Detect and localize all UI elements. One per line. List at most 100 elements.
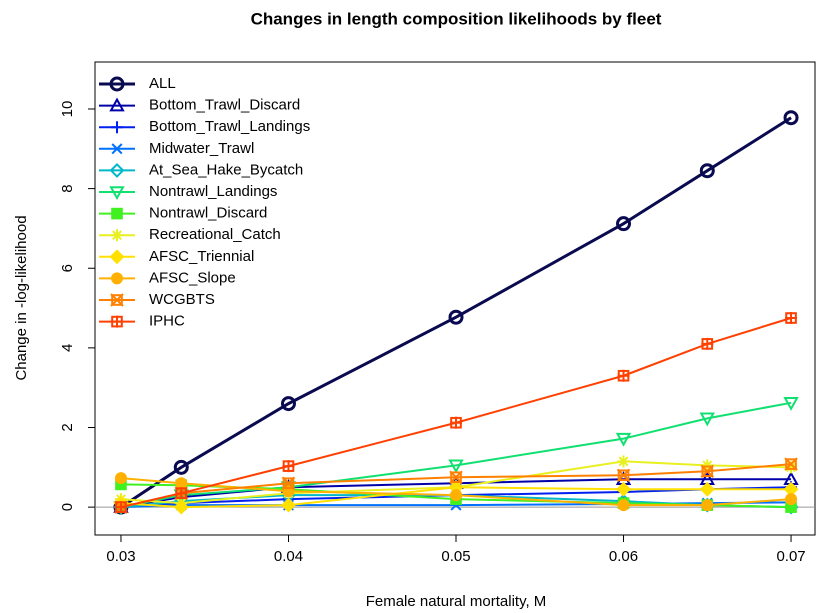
x-tick-label: 0.03 (106, 548, 135, 565)
marker-part (111, 143, 123, 155)
marker (700, 464, 714, 479)
marker-part (109, 97, 125, 112)
legend-label: ALL (149, 75, 176, 92)
marker (617, 499, 630, 512)
marker-part (173, 499, 189, 515)
marker (617, 369, 630, 382)
marker (783, 110, 799, 126)
marker-part (701, 499, 714, 512)
marker-part (109, 162, 125, 178)
marker (785, 493, 798, 506)
marker-part (785, 312, 798, 325)
marker-part (114, 472, 127, 485)
marker (114, 501, 127, 514)
marker-part (282, 460, 295, 473)
y-tick-label: 10 (59, 101, 76, 118)
marker-part (450, 416, 463, 429)
marker-part (448, 459, 464, 474)
marker-part (450, 489, 463, 502)
chart-title: Changes in length composition likelihood… (251, 9, 662, 28)
marker (111, 315, 123, 328)
legend-label: Midwater_Trawl (149, 140, 254, 157)
marker-part (281, 497, 296, 513)
x-tick-label: 0.06 (609, 548, 638, 565)
marker-part (784, 457, 798, 471)
marker-part (617, 455, 630, 468)
marker-part (615, 432, 632, 447)
marker-part (173, 459, 189, 475)
legend-label: Bottom_Trawl_Discard (149, 97, 300, 114)
marker-part (111, 207, 123, 220)
marker (616, 468, 631, 482)
marker (175, 477, 188, 490)
marker (449, 470, 463, 484)
marker-part (785, 461, 798, 474)
legend-label: AFSC_Slope (149, 269, 236, 286)
marker (615, 432, 632, 447)
marker-part (111, 121, 123, 134)
marker-part (617, 469, 630, 482)
marker (701, 337, 714, 350)
series-line (120, 116, 792, 509)
marker (783, 397, 799, 411)
legend-label: Bottom_Trawl_Landings (149, 118, 310, 135)
marker (111, 229, 123, 242)
marker (175, 487, 188, 500)
marker (281, 476, 296, 490)
marker (111, 143, 123, 155)
marker (785, 312, 798, 325)
marker-part (701, 459, 714, 472)
x-axis-label: Female natural mortality, M (366, 593, 547, 610)
marker (701, 459, 714, 472)
marker (450, 489, 463, 502)
marker-part (175, 487, 188, 500)
marker-part (616, 216, 632, 232)
marker-part (448, 309, 464, 325)
marker (109, 186, 125, 201)
x-tick-label: 0.05 (441, 548, 470, 565)
legend-label: Recreational_Catch (149, 226, 281, 243)
marker (109, 162, 125, 178)
marker-part (701, 337, 714, 350)
marker (109, 249, 125, 265)
marker-part (111, 272, 123, 285)
marker-part (449, 470, 463, 484)
marker-part (783, 397, 799, 411)
marker (617, 455, 630, 468)
x-tick-label: 0.07 (776, 548, 805, 565)
marker (784, 457, 798, 471)
marker (282, 460, 295, 473)
y-tick-label: 6 (59, 264, 76, 272)
marker-part (110, 293, 124, 307)
legend-label: At_Sea_Hake_Bycatch (149, 161, 303, 178)
marker-part (699, 163, 715, 179)
plot-frame (94, 61, 816, 536)
marker-part (700, 464, 714, 479)
marker-part (111, 315, 123, 328)
y-tick-label: 8 (59, 184, 76, 192)
marker (448, 309, 464, 325)
marker-part (282, 477, 295, 490)
marker (281, 497, 296, 513)
marker (110, 293, 124, 307)
marker-part (616, 481, 631, 497)
marker-part (281, 476, 296, 490)
marker (109, 76, 125, 92)
legend-label: WCGBTS (149, 291, 215, 308)
marker-part (109, 76, 125, 92)
y-axis-label: Change in -log-likelihood (13, 215, 30, 380)
marker-part (699, 412, 715, 427)
marker (616, 481, 631, 497)
marker-part (699, 481, 715, 497)
marker (699, 163, 715, 179)
marker (280, 396, 296, 412)
marker (173, 499, 189, 515)
marker (699, 481, 715, 497)
marker-part (175, 477, 188, 490)
marker (111, 272, 123, 285)
legend-label: AFSC_Triennial (149, 248, 254, 265)
marker-part (783, 110, 799, 126)
marker-part (111, 294, 123, 306)
marker (616, 216, 632, 232)
